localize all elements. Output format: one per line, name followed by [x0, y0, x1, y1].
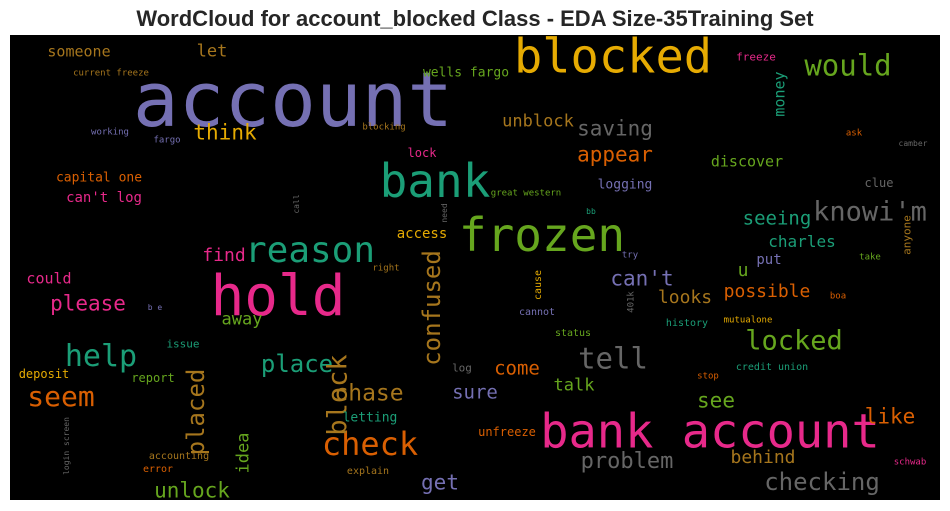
- word-credit-union: credit union: [736, 363, 808, 373]
- word-think: think: [193, 123, 256, 144]
- word-freeze: freeze: [736, 52, 776, 63]
- word-like: like: [865, 407, 916, 428]
- word-get: get: [421, 473, 459, 494]
- word-call: call: [293, 194, 301, 213]
- word-saving: saving: [577, 119, 653, 140]
- word-checking: checking: [764, 470, 880, 494]
- word-charles: charles: [768, 234, 835, 250]
- word-explain: explain: [347, 467, 389, 477]
- word-can-t-log: can't log: [66, 191, 142, 205]
- word-try: try: [622, 252, 638, 261]
- word-unfreeze: unfreeze: [478, 426, 536, 438]
- word-working: working: [91, 129, 129, 138]
- word-capital-one: capital one: [56, 172, 142, 185]
- word-see: see: [697, 391, 735, 412]
- word-sure: sure: [452, 384, 498, 403]
- word-anyone: anyone: [902, 215, 913, 255]
- word-wells-fargo: wells fargo: [423, 67, 509, 80]
- word-let: let: [197, 44, 228, 61]
- word-someone: someone: [47, 45, 110, 60]
- word-logging: logging: [598, 179, 653, 192]
- word-behind: behind: [730, 449, 795, 467]
- word-unblock: unblock: [502, 114, 574, 131]
- word-idea: idea: [236, 433, 253, 474]
- word-reason: reason: [245, 233, 375, 269]
- word-issue: issue: [166, 339, 199, 350]
- word-ask: ask: [846, 130, 862, 139]
- word-come: come: [494, 360, 540, 379]
- word-please: please: [50, 294, 126, 315]
- word-find: find: [202, 247, 245, 265]
- word-away: away: [222, 312, 263, 329]
- word-deposit: deposit: [19, 368, 70, 380]
- word-right: right: [372, 265, 399, 274]
- word-mutualone: mutualone: [724, 317, 773, 326]
- word-great-western: great western: [491, 190, 561, 199]
- word-talk: talk: [554, 378, 595, 395]
- word-problem: problem: [581, 451, 674, 473]
- word-frozen: frozen: [459, 212, 625, 258]
- word-take: take: [859, 254, 881, 263]
- word-fargo: fargo: [153, 137, 180, 146]
- word-access: access: [397, 227, 448, 241]
- word-money: money: [773, 71, 788, 116]
- word-login-screen: login screen: [63, 417, 71, 475]
- word-stop: stop: [697, 373, 719, 382]
- word-boa: boa: [830, 293, 846, 302]
- word-u: u: [738, 262, 749, 280]
- word-cause: cause: [534, 270, 544, 300]
- word-current-freeze: current freeze: [73, 70, 149, 79]
- word-bb: bb: [586, 208, 596, 216]
- word-report: report: [131, 372, 174, 384]
- word-history: history: [666, 319, 708, 329]
- word-put: put: [756, 253, 781, 267]
- word-chase: chase: [334, 383, 403, 406]
- word-letting: letting: [343, 412, 398, 425]
- word-blocked: blocked: [514, 35, 712, 81]
- word-confused: confused: [420, 250, 444, 366]
- word-status: status: [555, 329, 591, 339]
- word-camber: camber: [899, 140, 928, 148]
- word-possible: possible: [724, 283, 811, 301]
- word-b-e: b e: [148, 304, 162, 312]
- word-locked: locked: [745, 328, 843, 355]
- word-cannot: cannot: [519, 308, 555, 318]
- word-401k: 401k: [628, 291, 637, 313]
- word-tell: tell: [578, 345, 648, 374]
- word-would: would: [804, 52, 891, 81]
- word-blocking: blocking: [362, 124, 405, 133]
- word-discover: discover: [711, 155, 783, 170]
- word-schwab: schwab: [894, 459, 927, 468]
- word-accounting: accounting: [149, 452, 209, 462]
- word-help: help: [65, 342, 137, 372]
- word-placed: placed: [184, 369, 208, 456]
- chart-title: WordCloud for account_blocked Class - ED…: [0, 6, 950, 32]
- word-clue: clue: [865, 177, 894, 189]
- word-looks: looks: [658, 289, 712, 307]
- wordcloud-canvas: account blocked bank hold frozen bank account…: [10, 35, 940, 500]
- word-log: log: [452, 363, 472, 374]
- word-appear: appear: [577, 145, 653, 166]
- word-bank: bank: [380, 158, 491, 204]
- word-lock: lock: [408, 147, 437, 159]
- word-unlock: unlock: [154, 481, 230, 501]
- word-error: error: [143, 465, 173, 475]
- word-need: need: [441, 203, 449, 222]
- word-seeing: seeing: [743, 210, 812, 229]
- word-could: could: [26, 272, 71, 287]
- word-seem: seem: [27, 383, 94, 411]
